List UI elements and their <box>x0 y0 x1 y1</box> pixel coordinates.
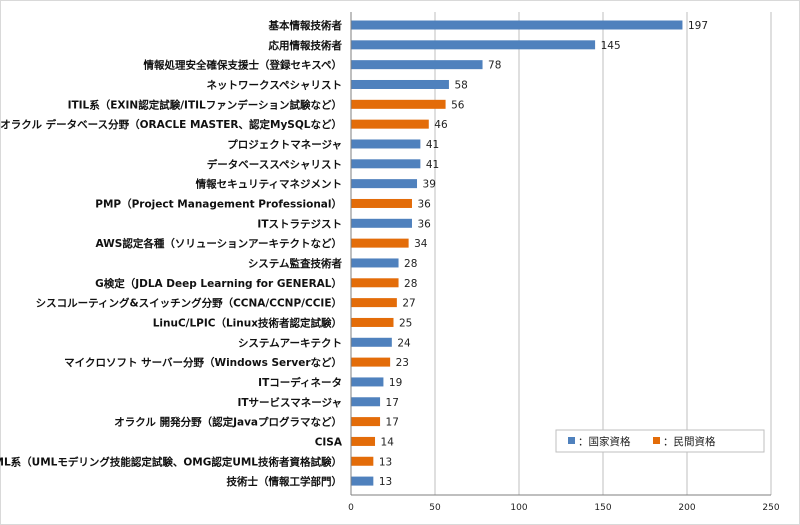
x-tick-label: 150 <box>594 503 611 513</box>
category-label: データベーススペシャリスト <box>207 158 342 171</box>
bar <box>351 198 412 208</box>
value-label: 24 <box>397 337 411 349</box>
bar <box>351 218 412 228</box>
category-label: オラクル データベース分野（ORACLE MASTER、認定MySQLなど） <box>0 118 342 131</box>
value-label: 13 <box>379 476 392 488</box>
value-label: 34 <box>414 238 428 250</box>
value-label: 19 <box>389 377 402 389</box>
bar <box>351 79 449 89</box>
category-label: 基本情報技術者 <box>268 19 343 32</box>
value-label: 14 <box>381 436 395 448</box>
category-label: PMP（Project Management Professional） <box>95 197 342 210</box>
value-label: 36 <box>417 218 431 230</box>
value-label: 36 <box>417 198 431 210</box>
bar <box>351 337 392 347</box>
category-label: シスコルーティング&スイッチング分野（CCNA/CCNP/CCIE） <box>36 297 342 310</box>
category-label: 情報セキュリティマネジメント <box>196 178 342 191</box>
value-label: 145 <box>601 40 621 52</box>
category-label: LinuC/LPIC（Linux技術者認定試験） <box>153 316 342 329</box>
bar <box>351 278 399 288</box>
value-label: 58 <box>454 79 467 91</box>
value-label: 28 <box>404 278 417 290</box>
value-label: 41 <box>426 159 439 171</box>
bar <box>351 159 421 169</box>
value-label: 17 <box>386 417 399 429</box>
bar <box>351 60 483 70</box>
x-tick-label: 200 <box>678 503 695 513</box>
bar <box>351 40 596 50</box>
bar <box>351 139 421 149</box>
legend-label: ：国家資格 <box>578 435 631 448</box>
bar <box>351 456 374 466</box>
bar <box>351 99 446 109</box>
bar <box>351 476 374 486</box>
category-label: ITサービスマネージャ <box>237 396 342 409</box>
value-label: 23 <box>396 357 409 369</box>
value-label: 197 <box>688 20 708 32</box>
bar <box>351 298 397 308</box>
category-label: UML系（UMLモデリング技能認定試験、OMG認定UML技術者資格試験） <box>0 455 342 468</box>
category-label: ITIL系（EXIN認定試験/ITILファンデーション試験など） <box>68 98 342 111</box>
bar <box>351 417 381 427</box>
category-label: 情報処理安全確保支援士（登録セキスペ） <box>144 59 342 72</box>
bar <box>351 119 429 129</box>
value-label: 17 <box>386 397 399 409</box>
bar <box>351 238 409 248</box>
category-label: システム監査技術者 <box>248 257 343 270</box>
x-tick-label: 50 <box>429 503 441 513</box>
category-label: オラクル 開発分野（認定Javaプログラマなど） <box>114 416 342 429</box>
value-label: 27 <box>402 298 415 310</box>
category-label: プロジェクトマネージャ <box>227 138 342 151</box>
category-label: ITコーディネータ <box>258 376 342 389</box>
bar <box>351 20 683 30</box>
legend-swatch <box>568 437 575 444</box>
legend-label: ：民間資格 <box>663 435 716 448</box>
value-label: 78 <box>488 60 501 72</box>
category-label: 技術士（情報工学部門） <box>227 475 343 488</box>
value-label: 56 <box>451 99 465 111</box>
category-label: マイクロソフト サーバー分野（Windows Serverなど） <box>64 356 342 369</box>
bar <box>351 357 391 367</box>
value-label: 39 <box>423 179 436 191</box>
category-label: G検定（JDLA Deep Learning for GENERAL） <box>95 277 342 290</box>
category-label: ITストラテジスト <box>257 218 342 230</box>
value-label: 28 <box>404 258 417 270</box>
x-tick-label: 100 <box>510 503 527 513</box>
value-label: 41 <box>426 139 439 151</box>
bar <box>351 179 418 189</box>
bar <box>351 397 381 407</box>
category-label: ネットワークスペシャリスト <box>207 79 342 91</box>
category-label: AWS認定各種（ソリューションアーキテクトなど） <box>96 237 342 250</box>
category-label: CISA <box>315 436 343 448</box>
value-label: 46 <box>434 119 448 131</box>
bar <box>351 436 376 446</box>
category-label: 応用情報技術者 <box>269 39 343 52</box>
bar <box>351 377 384 387</box>
x-tick-label: 0 <box>348 503 354 513</box>
bar <box>351 258 399 268</box>
category-label: システムアーキテクト <box>238 337 342 349</box>
legend-swatch <box>653 437 660 444</box>
value-label: 25 <box>399 317 412 329</box>
x-tick-label: 250 <box>762 503 779 513</box>
bar <box>351 317 394 327</box>
value-label: 13 <box>379 456 392 468</box>
